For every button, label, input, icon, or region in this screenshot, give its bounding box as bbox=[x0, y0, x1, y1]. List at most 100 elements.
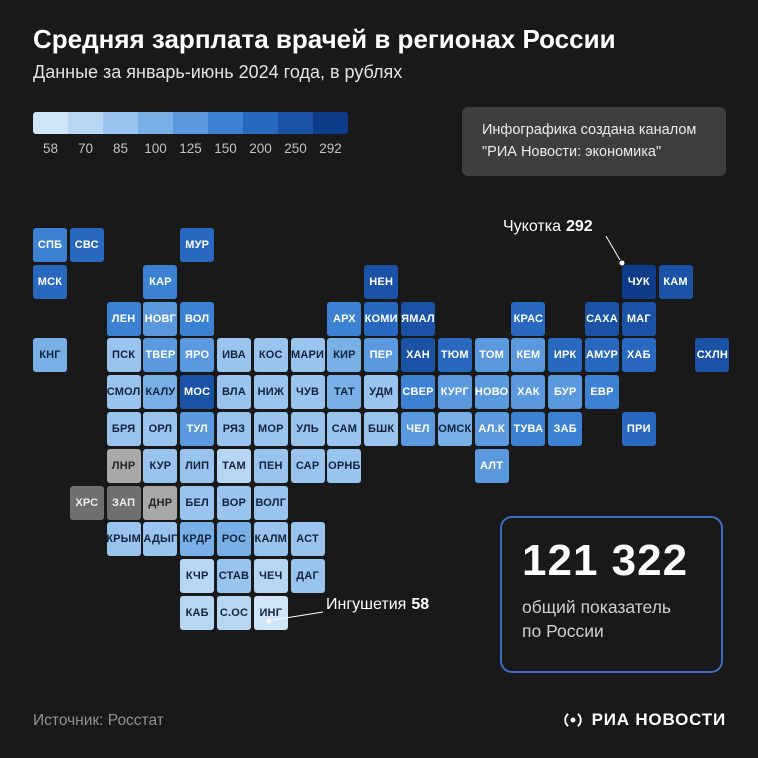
region-tile-КРДР: КРДР bbox=[180, 522, 215, 557]
legend-step-100: 100 bbox=[138, 112, 173, 156]
legend-step-70: 70 bbox=[68, 112, 103, 156]
national-average-label: общий показатель по России bbox=[522, 597, 672, 641]
legend-swatch bbox=[33, 112, 68, 134]
credit-box: Инфографика создана каналом "РИА Новости… bbox=[462, 107, 726, 176]
legend-tick-label: 85 bbox=[112, 141, 129, 156]
legend-tick-label: 100 bbox=[144, 141, 167, 156]
legend-swatch bbox=[313, 112, 348, 134]
legend-tick-label: 70 bbox=[77, 141, 94, 156]
region-tile-НОВО: НОВО bbox=[474, 375, 509, 410]
region-tile-ТУЛ: ТУЛ bbox=[180, 412, 215, 446]
region-tile-ТОМ: ТОМ bbox=[474, 338, 509, 373]
region-tile-АЛТ: АЛТ bbox=[474, 448, 509, 483]
credit-line-2: "РИА Новости: экономика" bbox=[482, 143, 662, 160]
region-tile-АЛ.К: АЛ.К bbox=[474, 412, 509, 446]
region-tile-СМОЛ: СМОЛ bbox=[106, 375, 141, 410]
region-tile-ОРНБ: ОРНБ bbox=[327, 448, 362, 483]
legend-step-85: 85 bbox=[103, 112, 138, 156]
region-tile-НЕН: НЕН bbox=[364, 264, 399, 299]
region-tile-КИР: КИР bbox=[327, 338, 362, 373]
region-tile-ЛЕН: ЛЕН bbox=[106, 301, 141, 336]
region-tile-ХАБ: ХАБ bbox=[621, 338, 656, 373]
legend-step-58: 58 bbox=[33, 112, 68, 156]
national-average-value: 121 322 bbox=[522, 536, 689, 585]
legend-step-150: 150 bbox=[208, 112, 243, 156]
region-tile-МОР: МОР bbox=[253, 412, 288, 446]
region-tile-САМ: САМ bbox=[327, 412, 362, 446]
region-tile-СВЕР: СВЕР bbox=[401, 375, 435, 410]
legend-step-125: 125 bbox=[173, 112, 208, 156]
legend-step-250: 250 bbox=[278, 112, 313, 156]
legend-swatch bbox=[173, 112, 208, 134]
region-tile-ПЕН: ПЕН bbox=[253, 448, 288, 483]
region-tile-ДНР: ДНР bbox=[143, 485, 178, 520]
brand-name: РИА НОВОСТИ bbox=[591, 710, 726, 729]
region-tile-ЛИП: ЛИП bbox=[180, 448, 215, 483]
region-tile-КОС: КОС bbox=[253, 338, 288, 373]
annotation-ingushetia: Ингушетия 58 bbox=[326, 596, 429, 614]
legend-tick-label: 250 bbox=[284, 141, 307, 156]
legend-swatch bbox=[68, 112, 103, 134]
legend-step-200: 200 bbox=[243, 112, 278, 156]
annotation-chukotka-value: 292 bbox=[565, 218, 593, 235]
region-tile-КАЛМ: КАЛМ bbox=[253, 522, 288, 557]
region-tile-ВОЛГ: ВОЛГ bbox=[253, 485, 288, 520]
region-tile-КЕМ: КЕМ bbox=[511, 338, 546, 373]
region-tile-АДЫГ: АДЫГ bbox=[143, 522, 178, 557]
region-tile-КРЫМ: КРЫМ bbox=[106, 522, 141, 557]
region-tile-ЗАБ: ЗАБ bbox=[548, 412, 583, 446]
ria-logo-icon bbox=[563, 713, 582, 727]
legend-step-292: 292 bbox=[313, 112, 348, 156]
region-tile-БУР: БУР bbox=[548, 375, 583, 410]
region-tile-РОС: РОС bbox=[217, 522, 251, 557]
region-tile-ЯМАЛ: ЯМАЛ bbox=[401, 301, 435, 336]
region-tile-МУР: МУР bbox=[180, 228, 215, 262]
region-tile-ИВА: ИВА bbox=[217, 338, 251, 373]
legend-tick-label: 150 bbox=[214, 141, 237, 156]
legend-tick-label: 125 bbox=[179, 141, 202, 156]
region-tile-С.ОС: С.ОС bbox=[217, 596, 251, 630]
legend-swatch bbox=[208, 112, 243, 134]
legend-swatch bbox=[138, 112, 173, 134]
region-tile-ТАМ: ТАМ bbox=[217, 448, 251, 483]
region-tile-ХАН: ХАН bbox=[401, 338, 435, 373]
color-scale-legend: 58 70 85 100 125 150 200 250 292 bbox=[33, 112, 348, 156]
legend-tick-label: 200 bbox=[249, 141, 272, 156]
region-tile-ЧУК: ЧУК bbox=[621, 264, 656, 299]
region-tile-АСТ: АСТ bbox=[290, 522, 325, 557]
region-tile-КЧР: КЧР bbox=[180, 559, 215, 594]
region-tile-ОМСК: ОМСК bbox=[437, 412, 472, 446]
region-tile-НОВГ: НОВГ bbox=[143, 301, 178, 336]
region-tile-САХА: САХА bbox=[585, 301, 619, 336]
region-tile-КАЛУ: КАЛУ bbox=[143, 375, 178, 410]
region-tile-МАРИ: МАРИ bbox=[290, 338, 325, 373]
region-tile-СВС: СВС bbox=[69, 228, 104, 262]
region-tile-ЧУВ: ЧУВ bbox=[290, 375, 325, 410]
region-tile-СПБ: СПБ bbox=[33, 228, 67, 262]
legend-tick-label: 292 bbox=[319, 141, 342, 156]
region-tile-ЕВР: ЕВР bbox=[585, 375, 619, 410]
region-tile-ТВЕР: ТВЕР bbox=[143, 338, 178, 373]
region-tile-АРХ: АРХ bbox=[327, 301, 362, 336]
region-tile-ОРЛ: ОРЛ bbox=[143, 412, 178, 446]
region-tile-СТАВ: СТАВ bbox=[217, 559, 251, 594]
annotation-chukotka: Чукотка 292 bbox=[503, 218, 593, 236]
region-tile-КАМ: КАМ bbox=[658, 264, 693, 299]
region-tile-СХЛН: СХЛН bbox=[695, 338, 730, 373]
page-title: Средняя зарплата врачей в регионах Росси… bbox=[33, 24, 616, 54]
national-average-card: 121 322 общий показатель по России bbox=[500, 516, 723, 673]
tile-grid-map: СПБ СВС МУР МСК КАР НЕН ЧУК КАМ ЛЕН НОВГ ВОЛ АРХ КОМ… bbox=[33, 228, 743, 638]
region-tile-ЛНР: ЛНР bbox=[106, 448, 141, 483]
region-tile-ТЮМ: ТЮМ bbox=[437, 338, 472, 373]
region-tile-ЗАП: ЗАП bbox=[106, 485, 141, 520]
region-tile-ВОЛ: ВОЛ bbox=[180, 301, 215, 336]
legend-swatch bbox=[243, 112, 278, 134]
region-tile-ПСК: ПСК bbox=[106, 338, 141, 373]
region-tile-КАБ: КАБ bbox=[180, 596, 215, 630]
legend-tick-label: 58 bbox=[42, 141, 59, 156]
annotation-ingushetia-value: 58 bbox=[411, 596, 430, 613]
region-tile-БЕЛ: БЕЛ bbox=[180, 485, 215, 520]
region-tile-ХАК: ХАК bbox=[511, 375, 546, 410]
region-tile-МСК: МСК bbox=[33, 264, 67, 299]
